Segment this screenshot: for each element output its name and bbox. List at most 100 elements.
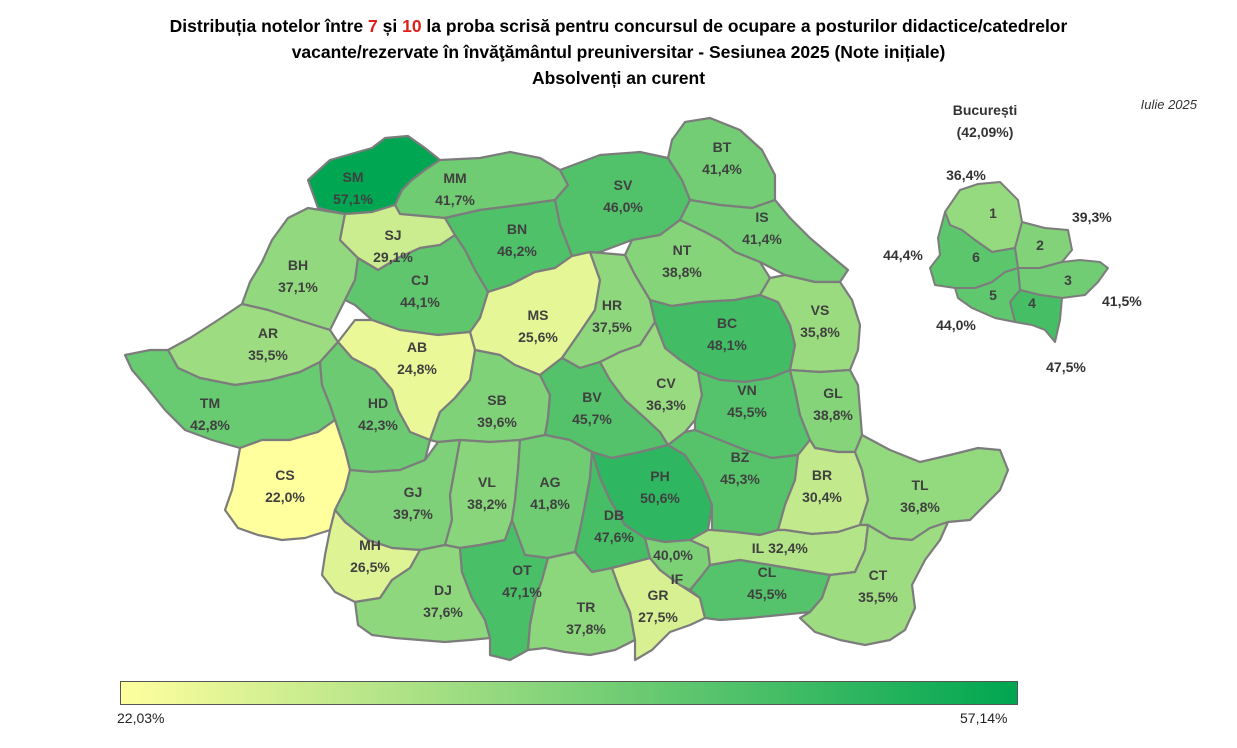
county-code-IF: IF (671, 571, 684, 587)
sector-number-1: 1 (989, 205, 997, 221)
sector-value-4: 47,5% (1046, 359, 1086, 375)
sector-number-5: 5 (989, 287, 997, 303)
county-code-BH: BH (288, 257, 308, 273)
sector-6[interactable] (929, 211, 1019, 289)
sector-number-6: 6 (972, 249, 980, 265)
county-code-IL: IL (752, 540, 765, 556)
county-value-VN: 45,5% (727, 404, 767, 420)
county-code-AB: AB (407, 339, 427, 355)
county-value-MH: 26,5% (350, 559, 390, 575)
county-DJ[interactable] (353, 543, 492, 644)
sector-number-3: 3 (1064, 272, 1072, 288)
county-code-AR: AR (258, 325, 278, 341)
county-code-IS: IS (755, 209, 768, 225)
county-value-BC: 48,1% (707, 337, 747, 353)
county-code-BC: BC (717, 315, 737, 331)
county-value-GR: 27,5% (638, 609, 678, 625)
bucharest-inset: București (42,09%) 1 36,4% 2 39,3% 3 41,5% 4 47… (883, 102, 1142, 375)
county-code-GL: GL (823, 385, 843, 401)
county-TL[interactable] (853, 433, 1010, 542)
county-value-CS: 22,0% (265, 489, 305, 505)
county-value-MM: 41,7% (435, 192, 475, 208)
county-code-TL: TL (911, 477, 929, 493)
county-code-CT: CT (869, 567, 888, 583)
county-code-HR: HR (602, 297, 622, 313)
county-code-PH: PH (650, 468, 669, 484)
county-value-AG: 41,8% (530, 496, 570, 512)
map-title-line-2: vacante/rezervate în învăţământul preuni… (291, 42, 946, 62)
county-value-BZ: 45,3% (720, 471, 760, 487)
county-code-CL: CL (758, 564, 777, 580)
county-value-AB: 24,8% (397, 361, 437, 377)
county-code-SJ: SJ (384, 227, 401, 243)
sector-4[interactable] (1009, 289, 1063, 343)
sector-value-1: 36,4% (946, 167, 986, 183)
county-code-GR: GR (648, 587, 669, 603)
legend-max-label: 57,14% (960, 710, 1008, 726)
bucharest-name: București (953, 102, 1018, 118)
county-code-MS: MS (528, 307, 549, 323)
county-value-TR: 37,8% (566, 621, 606, 637)
county-code-BT: BT (713, 139, 732, 155)
county-code-MM: MM (443, 170, 466, 186)
county-code-NT: NT (673, 242, 692, 258)
bucharest-total: (42,09%) (957, 124, 1014, 140)
county-value-GL: 38,8% (813, 407, 853, 423)
county-value-TM: 42,8% (190, 417, 230, 433)
county-code-HD: HD (368, 395, 388, 411)
county-value-CJ: 44,1% (400, 294, 440, 310)
county-value-CV: 36,3% (646, 397, 686, 413)
sector-number-2: 2 (1036, 237, 1044, 253)
county-value-OT: 47,1% (502, 584, 542, 600)
county-code-VS: VS (811, 302, 830, 318)
county-value-IL: 32,4% (768, 540, 808, 556)
county-value-TL: 36,8% (900, 499, 940, 515)
county-value-VS: 35,8% (800, 324, 840, 340)
county-code-BR: BR (812, 467, 832, 483)
county-value-IS: 41,4% (742, 231, 782, 247)
county-value-CT: 35,5% (858, 589, 898, 605)
county-value-VL: 38,2% (467, 496, 507, 512)
county-code-SM: SM (343, 169, 364, 185)
county-code-AG: AG (540, 474, 561, 490)
county-value-IF: 40,0% (653, 547, 693, 563)
county-code-OT: OT (512, 562, 532, 578)
county-code-DJ: DJ (434, 582, 452, 598)
county-code-BV: BV (582, 389, 602, 405)
county-value-NT: 38,8% (662, 264, 702, 280)
county-code-CJ: CJ (411, 272, 429, 288)
county-value-DJ: 37,6% (423, 604, 463, 620)
county-value-AR: 35,5% (248, 347, 288, 363)
map-title-line-1: Distribuția notelor între 7 și 10 la pro… (169, 16, 1068, 36)
county-labels: SM 57,1% MM 41,7% SV 46,0% BT 41,4% BH 37,1% SJ 29,… (190, 139, 940, 637)
sector-number-4: 4 (1028, 295, 1036, 311)
sector-value-2: 39,3% (1072, 209, 1112, 225)
county-value-HD: 42,3% (358, 417, 398, 433)
county-value-SV: 46,0% (603, 199, 643, 215)
county-code-BZ: BZ (731, 449, 750, 465)
county-value-SB: 39,6% (477, 414, 517, 430)
sector-value-5: 44,0% (936, 317, 976, 333)
date-label: Iulie 2025 (1140, 97, 1197, 112)
county-TR[interactable] (526, 550, 637, 657)
legend-color-scale (120, 681, 1018, 705)
county-code-DB: DB (604, 507, 624, 523)
county-CL[interactable] (688, 558, 832, 622)
county-value-CL: 45,5% (747, 586, 787, 602)
county-code-SB: SB (487, 392, 506, 408)
county-value-DB: 47,6% (594, 529, 634, 545)
county-code-CS: CS (275, 467, 294, 483)
map-subtitle: Absolvenți an curent (531, 68, 706, 88)
county-value-SJ: 29,1% (373, 249, 413, 265)
county-code-CV: CV (656, 375, 676, 391)
county-value-BV: 45,7% (572, 411, 612, 427)
county-value-BR: 30,4% (802, 489, 842, 505)
county-value-BH: 37,1% (278, 279, 318, 295)
sector-value-6: 44,4% (883, 247, 923, 263)
county-code-TR: TR (577, 599, 596, 615)
county-CT[interactable] (798, 520, 950, 647)
county-code-BN: BN (507, 221, 527, 237)
county-code-VL: VL (478, 474, 496, 490)
county-VS[interactable] (758, 273, 862, 374)
